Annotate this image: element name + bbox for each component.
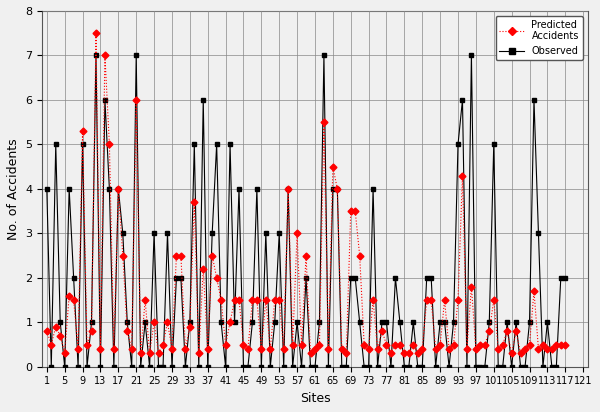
Y-axis label: No. of Accidents: No. of Accidents	[7, 138, 20, 240]
Legend: Predicted
Accidents, Observed: Predicted Accidents, Observed	[496, 16, 583, 60]
X-axis label: Sites: Sites	[299, 392, 330, 405]
